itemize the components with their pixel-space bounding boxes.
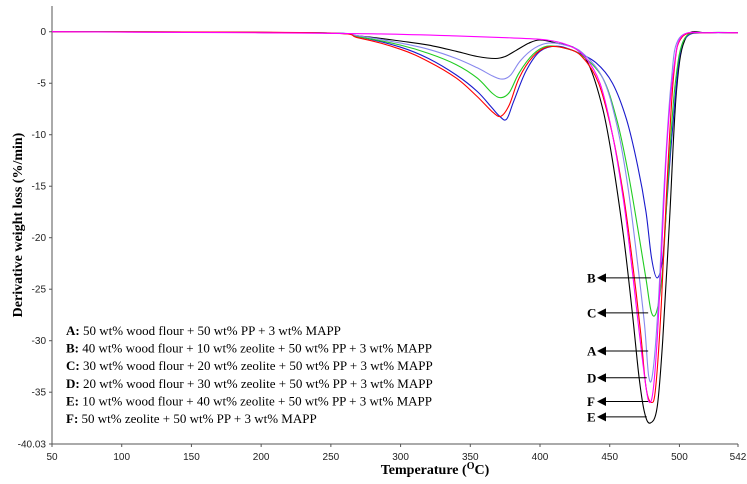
legend-key: B: bbox=[66, 341, 79, 356]
y-tick-label: -40.03 bbox=[18, 440, 47, 451]
legend-entry: F: 50 wt% zeolite + 50 wt% PP + 3 wt% MA… bbox=[66, 411, 317, 426]
annotation-label-d: D bbox=[587, 370, 596, 385]
legend-key: E: bbox=[66, 393, 79, 408]
y-tick-label: -15 bbox=[32, 182, 47, 193]
y-axis-title: Derivative weight loss (%/min) bbox=[11, 132, 26, 317]
x-tick-label: 300 bbox=[392, 452, 409, 463]
y-tick-label: 0 bbox=[40, 27, 46, 38]
x-axis-title-main: Temperature ( bbox=[381, 463, 467, 478]
legend-entry: A: 50 wt% wood flour + 50 wt% PP + 3 wt%… bbox=[66, 323, 341, 338]
annotation-label-b: B bbox=[587, 270, 596, 285]
annotation-label-e: E bbox=[587, 409, 596, 424]
x-axis-ticks: 50 100 150 200 250 300 350 400 450 500 542 bbox=[46, 444, 747, 463]
y-tick-label: -10 bbox=[32, 130, 47, 141]
x-axis-title-end: C) bbox=[474, 463, 489, 478]
legend-text: 30 wt% wood flour + 20 wt% zeolite + 50 … bbox=[80, 358, 433, 373]
legend-entry: E: 10 wt% wood flour + 40 wt% zeolite + … bbox=[66, 393, 432, 408]
legend-text: 20 wt% wood flour + 30 wt% zeolite + 50 … bbox=[80, 376, 433, 391]
y-tick-label: -5 bbox=[37, 79, 46, 90]
y-tick-label: -30 bbox=[32, 336, 47, 347]
legend-key: F: bbox=[66, 411, 78, 426]
legend-entry: B: 40 wt% wood flour + 10 wt% zeolite + … bbox=[66, 341, 432, 356]
y-tick-label: -20 bbox=[32, 233, 47, 244]
legend-key: D: bbox=[66, 376, 80, 391]
series-line-f bbox=[51, 31, 739, 404]
y-axis-ticks: 0 -5 -10 -15 -20 -25 -30 -35 -40.03 bbox=[18, 27, 52, 451]
legend-entry: D: 20 wt% wood flour + 30 wt% zeolite + … bbox=[66, 376, 433, 391]
y-tick-label: -25 bbox=[32, 285, 47, 296]
legend-entry: C: 30 wt% wood flour + 20 wt% zeolite + … bbox=[66, 358, 433, 373]
legend: A: 50 wt% wood flour + 50 wt% PP + 3 wt%… bbox=[66, 323, 433, 426]
x-tick-label: 400 bbox=[532, 452, 549, 463]
x-axis-title-superscript: O bbox=[467, 461, 475, 472]
x-tick-label: 500 bbox=[671, 452, 688, 463]
x-tick-label: 150 bbox=[183, 452, 200, 463]
legend-text: 50 wt% zeolite + 50 wt% PP + 3 wt% MAPP bbox=[78, 411, 316, 426]
annotation-arrowhead-c bbox=[597, 308, 606, 318]
annotation-arrowhead-d bbox=[597, 373, 606, 383]
y-tick-label: -35 bbox=[32, 388, 47, 399]
plot-frame bbox=[51, 6, 738, 445]
annotation-arrowhead-a bbox=[597, 346, 606, 356]
x-tick-label: 250 bbox=[323, 452, 340, 463]
legend-text: 10 wt% wood flour + 40 wt% zeolite + 50 … bbox=[79, 393, 432, 408]
x-tick-label: 200 bbox=[253, 452, 270, 463]
annotation-label-f: F bbox=[587, 394, 595, 409]
series-line-c bbox=[51, 31, 739, 317]
annotation-label-a: A bbox=[587, 344, 597, 359]
x-axis-title: Temperature (OC) bbox=[381, 461, 490, 479]
x-tick-label: 450 bbox=[601, 452, 618, 463]
annotation-arrowhead-b bbox=[597, 273, 606, 283]
legend-key: A: bbox=[66, 323, 80, 338]
series-lines bbox=[51, 31, 739, 424]
annotation-arrowhead-f bbox=[597, 396, 606, 406]
annotation-arrowhead-e bbox=[597, 412, 606, 422]
x-tick-label: 100 bbox=[113, 452, 130, 463]
series-line-e bbox=[51, 31, 739, 404]
x-tick-label: 50 bbox=[46, 452, 58, 463]
annotation-label-c: C bbox=[587, 305, 596, 320]
x-tick-label: 542 bbox=[730, 452, 747, 463]
legend-text: 50 wt% wood flour + 50 wt% PP + 3 wt% MA… bbox=[80, 323, 341, 338]
x-tick-label: 350 bbox=[462, 452, 479, 463]
legend-text: 40 wt% wood flour + 10 wt% zeolite + 50 … bbox=[79, 341, 432, 356]
legend-key: C: bbox=[66, 358, 80, 373]
